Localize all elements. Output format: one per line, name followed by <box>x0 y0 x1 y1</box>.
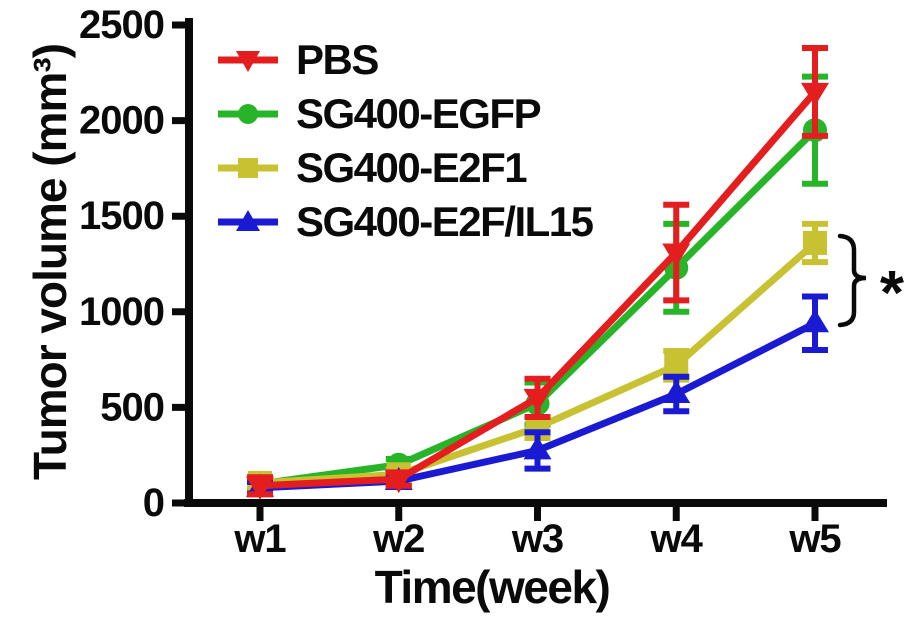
legend-marker-triangle-down-icon <box>218 51 278 72</box>
y-tick-label: 0 <box>143 481 164 525</box>
significance-bracket <box>837 233 867 328</box>
legend-label: SG400-E2F1 <box>296 144 528 191</box>
legend: PBS SG400-EGFP SG400-E2F1 SG400-E2F/IL15 <box>216 33 594 249</box>
y-tick-label: 500 <box>100 385 164 429</box>
y-tick-label: 2000 <box>79 99 164 143</box>
legend-item: SG400-EGFP <box>216 87 592 141</box>
x-tick-label: w3 <box>511 517 563 561</box>
y-tick-label: 2500 <box>79 3 164 47</box>
x-tick-label: w2 <box>372 517 424 561</box>
marker-pbs <box>384 470 413 494</box>
y-tick-label: 1500 <box>79 194 164 238</box>
marker-pbs <box>246 476 274 500</box>
legend-item: PBS <box>216 33 592 87</box>
x-tick-label: w5 <box>788 517 841 561</box>
legend-marker-triangle-up-icon <box>218 210 278 231</box>
legend-item: SG400-E2F/IL15 <box>216 195 594 249</box>
marker-sg400-e2f1 <box>664 353 689 378</box>
significance-asterisk: * <box>880 259 905 328</box>
marker-pbs <box>523 388 552 412</box>
x-axis-title: Time(week) <box>374 561 611 613</box>
marker-sg400-e2f-il15 <box>662 380 691 404</box>
legend-item: SG400-E2F1 <box>216 141 592 195</box>
legend-label: SG400-E2F/IL15 <box>296 198 594 245</box>
marker-pbs <box>662 243 691 267</box>
y-axis-title: Tumor volume (mm³) <box>24 43 76 481</box>
y-tick-label: 1000 <box>79 290 164 334</box>
marker-sg400-e2f-il15 <box>523 436 552 460</box>
legend-marker-circle-icon <box>218 104 278 124</box>
x-tick-label: w1 <box>233 517 286 561</box>
marker-sg400-e2f-il15 <box>801 309 829 333</box>
legend-marker-square-icon <box>218 158 278 178</box>
x-tick-label: w4 <box>650 517 704 561</box>
legend-label: SG400-EGFP <box>296 90 542 137</box>
marker-sg400-e2f1 <box>803 230 827 255</box>
marker-pbs <box>801 82 829 106</box>
legend-label: PBS <box>296 36 379 83</box>
